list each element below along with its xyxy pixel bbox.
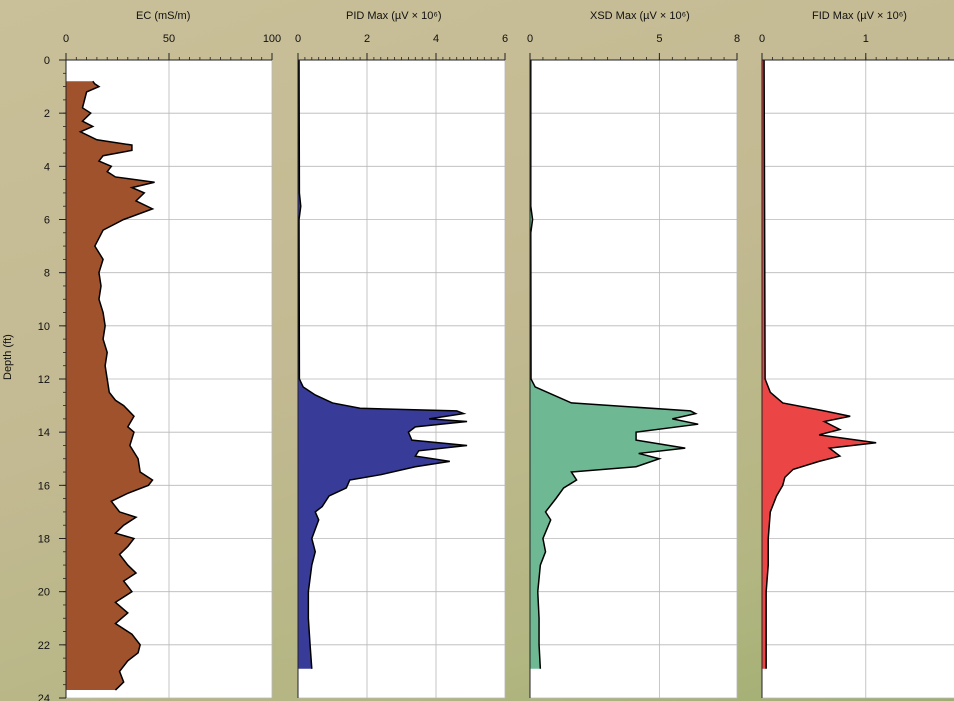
x-tick-label: 100 <box>263 33 281 45</box>
y-tick-label: 4 <box>44 161 50 173</box>
x-tick-label: 1 <box>863 33 869 45</box>
series-line-ec <box>78 80 155 691</box>
series-line-xsd <box>530 60 699 669</box>
x-tick-label: 0 <box>759 33 765 45</box>
y-tick-label: 2 <box>44 108 50 120</box>
x-tick-label: 2 <box>364 33 370 45</box>
y-tick-label: 14 <box>38 427 50 439</box>
x-tick-label: 8 <box>734 33 740 45</box>
y-tick-label: 10 <box>38 321 50 333</box>
y-tick-label: 18 <box>38 534 50 546</box>
x-tick-label: 4 <box>433 33 439 45</box>
x-tick-label: 0 <box>63 33 69 45</box>
panel-title-ec: EC (mS/m) <box>136 10 191 22</box>
y-tick-label: 22 <box>38 640 50 652</box>
area-fill-ec <box>66 81 155 691</box>
y-tick-label: 12 <box>38 374 50 386</box>
x-tick-label: 6 <box>502 33 508 45</box>
series-line-fid <box>763 59 877 669</box>
x-tick-label: 0 <box>295 33 301 45</box>
panel-title-xsd: XSD Max (µV × 10⁶) <box>590 10 690 22</box>
series-line-pid <box>298 59 468 669</box>
y-tick-label: 16 <box>38 480 50 492</box>
x-tick-label: 0 <box>527 33 533 45</box>
y-tick-label: 0 <box>44 55 50 67</box>
y-tick-label: 24 <box>38 693 50 701</box>
panel-title-fid: FID Max (µV × 10⁶) <box>812 10 907 22</box>
panel-title-pid: PID Max (µV × 10⁶) <box>346 10 442 22</box>
x-tick-label: 5 <box>656 33 662 45</box>
x-tick-label: 50 <box>163 33 175 45</box>
y-tick-label: 8 <box>44 268 50 280</box>
y-tick-label: 6 <box>44 215 50 227</box>
y-tick-label: 20 <box>38 587 50 599</box>
